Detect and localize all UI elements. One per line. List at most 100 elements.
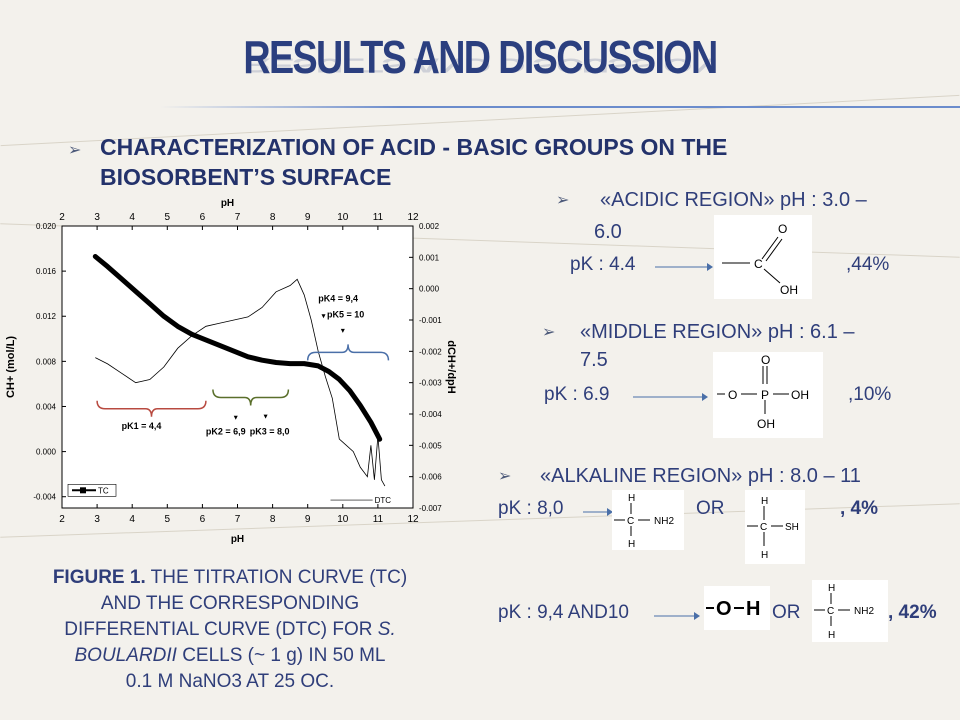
carboxyl-structure: C O OH <box>714 215 812 299</box>
annotation-pk5: pK5 = 10 <box>327 309 364 319</box>
acidic-label-line1: «ACIDIC REGION» pH : 3.0 – <box>600 189 867 211</box>
x-tick-label-top: 5 <box>165 212 171 223</box>
bracket-pk1 <box>96 400 207 417</box>
y-right-tick-label: -0.007 <box>419 504 442 513</box>
caption-line-2: AND THE CORRESPONDING <box>100 593 360 614</box>
mol-atom: SH <box>785 522 799 533</box>
alkaline-region-label: «ALKALINE REGION» pH : 8.0 – 11 <box>540 465 861 487</box>
y-right-tick-label: -0.001 <box>419 316 442 325</box>
legend-tc-marker <box>80 487 86 494</box>
middle-region-label: «MIDDLE REGION» pH : 6.1 – <box>580 321 855 343</box>
mol-atom: H <box>746 598 760 620</box>
arrow-icon <box>654 612 700 620</box>
title-reflection: RESULTS AND DISCUSSION <box>243 54 717 78</box>
mol-atom: O <box>761 353 770 367</box>
bullet-arrow-icon: ➢ <box>498 468 512 485</box>
legend-tc-label: TC <box>98 486 109 495</box>
alkaline-pk-2: pK : 9,4 AND10 <box>498 602 629 623</box>
acidic-region-label: «ACIDIC REGION» pH : 3.0 – <box>600 186 867 214</box>
arrow-icon <box>633 393 708 401</box>
y-left-tick-label: 0.000 <box>36 448 57 457</box>
figure-caption: FIGURE 1. THE TITRATION CURVE (TC) AND T… <box>10 565 450 695</box>
x-tick-label: 5 <box>165 514 171 525</box>
x-tick-label-top: 4 <box>129 212 135 223</box>
heading-line-1: CHARACTERIZATION OF ACID - BASIC GROUPS … <box>100 134 728 160</box>
caption-line-4: CELLS (~ 1 g) IN 50 ML <box>176 645 386 666</box>
mol-atom: H <box>761 550 768 561</box>
mol-atom: OH <box>780 283 798 297</box>
y-left-tick-label: 0.012 <box>36 312 57 321</box>
caption-species-genus: S. <box>377 619 396 640</box>
middle-region-label-2: 7.5 <box>580 349 608 371</box>
x-tick-label-top: 9 <box>305 212 311 223</box>
series-dtc-line <box>95 278 386 487</box>
acidic-percent: ,44% <box>846 254 890 275</box>
thiol-structure: H C SH H <box>745 490 805 564</box>
x-tick-label-top: 12 <box>407 212 419 223</box>
x-tick-label: 12 <box>407 514 419 525</box>
x-tick-label: 6 <box>200 514 206 525</box>
mol-atom: H <box>628 493 635 504</box>
y-right-tick-label: -0.006 <box>419 473 442 482</box>
bullet-arrow-icon: ➢ <box>542 324 556 341</box>
mol-atom: O <box>728 388 737 402</box>
x-axis-label-top: pH <box>221 198 234 209</box>
mol-atom: O <box>778 222 787 236</box>
hydroxyl-structure: O H <box>704 586 770 630</box>
mol-atom: OH <box>791 388 809 402</box>
y-right-tick-label: -0.002 <box>419 347 442 356</box>
caption-label: FIGURE 1. <box>52 567 146 588</box>
x-tick-label-top: 6 <box>200 212 206 223</box>
y-right-tick-label: 0.000 <box>419 285 440 294</box>
caption-line-1: THE TITRATION CURVE (TC) <box>145 567 408 588</box>
bullet-arrow-icon: ➢ <box>68 142 82 159</box>
legend-dtc-label: DTC <box>375 496 392 505</box>
x-tick-label-top: 11 <box>373 212 384 223</box>
titration-chart: 2 2 3 3 4 4 5 5 6 6 7 7 8 8 9 9 10 10 11 11 12 12 pH pH 0.020 0.0… <box>5 198 457 545</box>
caption-species-name: BOULARDII <box>74 645 177 666</box>
mol-atom: P <box>761 388 769 402</box>
alkaline-percent-2: , 42% <box>888 602 937 623</box>
mol-atom: C <box>827 606 834 617</box>
x-tick-label: 10 <box>337 514 349 525</box>
x-tick-label: 2 <box>59 514 65 525</box>
middle-pk: pK : 6.9 <box>544 384 610 405</box>
marker-pk3 <box>263 414 268 419</box>
mol-atom: NH2 <box>854 606 874 617</box>
y-left-tick-label: 0.016 <box>36 267 57 276</box>
arrow-icon <box>655 263 713 271</box>
bracket-pk45 <box>306 344 390 361</box>
section-heading: CHARACTERIZATION OF ACID - BASIC GROUPS … <box>100 132 860 192</box>
x-tick-label-top: 7 <box>235 212 241 223</box>
heading-line-2: BIOSORBENT’S SURFACE <box>100 164 392 190</box>
mol-atom: NH2 <box>654 516 674 527</box>
amine-structure: H C NH2 H <box>612 490 684 550</box>
y-right-axis-label: dCH+/dpH <box>445 340 457 394</box>
middle-percent: ,10% <box>848 384 892 405</box>
mol-atom: H <box>828 630 835 641</box>
x-tick-label: 4 <box>129 514 135 525</box>
alkaline-percent-1: , 4% <box>840 498 879 519</box>
x-tick-label-top: 2 <box>59 212 65 223</box>
mol-atom: O <box>716 598 732 620</box>
x-tick-label: 9 <box>305 514 311 525</box>
mol-atom: C <box>627 516 634 527</box>
y-left-axis-label: CH+ (mol/L) <box>5 336 17 398</box>
annotation-pk2: pK2 = 6,9 <box>206 427 246 437</box>
mol-atom: H <box>828 583 835 594</box>
or-word-2: OR <box>772 602 801 623</box>
mol-atom: C <box>760 522 767 533</box>
y-left-tick-label: 0.004 <box>36 402 57 411</box>
x-tick-label-top: 3 <box>94 212 100 223</box>
annotation-pk4: pK4 = 9,4 <box>318 294 358 304</box>
plot-frame <box>61 225 414 509</box>
y-right-tick-label: -0.004 <box>419 410 442 419</box>
page-title: RESULTS AND DISCUSSION <box>243 31 718 83</box>
x-tick-label: 8 <box>270 514 276 525</box>
y-right-tick-label: 0.002 <box>419 222 440 231</box>
amine-structure-2: H C NH2 H <box>812 580 888 642</box>
annotation-pk3: pK3 = 8,0 <box>250 427 290 437</box>
x-tick-label-top: 10 <box>337 212 349 223</box>
y-right-tick-label: -0.003 <box>419 379 442 388</box>
bullet-arrow-icon: ➢ <box>556 192 570 209</box>
